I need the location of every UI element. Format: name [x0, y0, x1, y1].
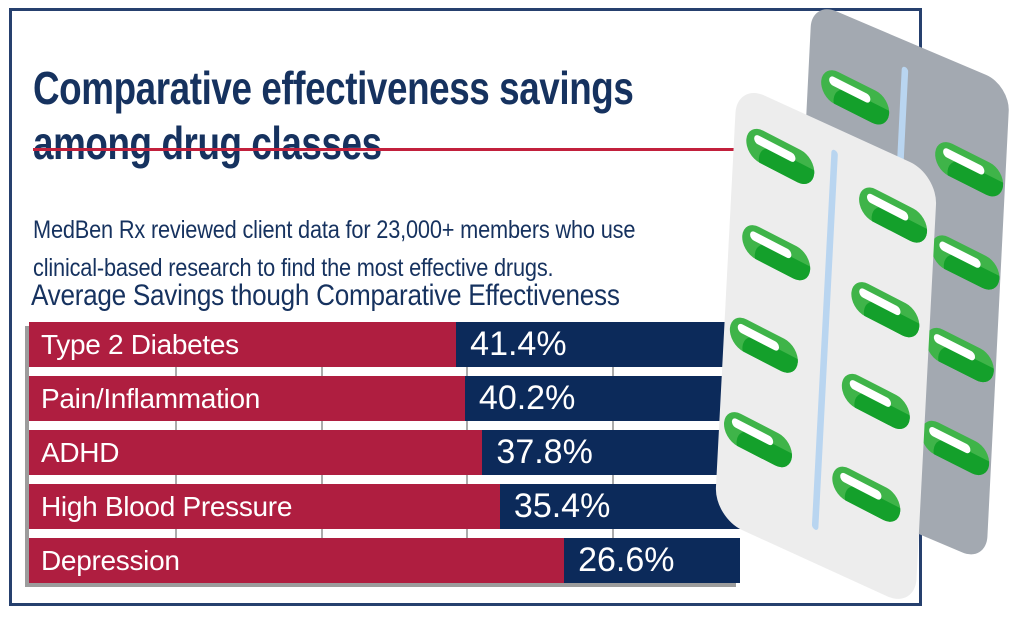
bar-category-label: Type 2 Diabetes: [41, 328, 239, 360]
gridline-tick: [320, 421, 323, 430]
bar-gap: [29, 475, 740, 484]
bar-row: Type 2 Diabetes 41.4%: [29, 322, 740, 367]
gridline-tick: [466, 475, 469, 484]
bar-red-segment: High Blood Pressure: [29, 484, 500, 529]
pill-icon: [840, 367, 912, 435]
bar-category-label: High Blood Pressure: [41, 490, 293, 522]
pill-icon: [819, 64, 891, 131]
gridline-tick: [466, 421, 469, 430]
bar-category-label: Pain/Inflammation: [41, 382, 261, 414]
bar-row: ADHD 37.8%: [29, 430, 740, 475]
gridline-tick: [174, 421, 177, 430]
gridline-tick: [320, 529, 323, 538]
bar-red-segment: Depression: [29, 538, 565, 583]
gridline-tick: [320, 475, 323, 484]
pill-icon: [722, 406, 794, 474]
bar-row: Pain/Inflammation 40.2%: [29, 376, 740, 421]
bar-row: High Blood Pressure 35.4%: [29, 484, 740, 529]
bar-category-label: Depression: [41, 544, 180, 576]
bar-red-segment: ADHD: [29, 430, 483, 475]
bar-category-label: ADHD: [41, 436, 120, 468]
gridline-tick: [612, 367, 615, 376]
pill-icon: [744, 122, 816, 190]
pill-icon: [924, 322, 996, 389]
title-underline: [33, 148, 740, 151]
bar-gap: [29, 367, 740, 376]
gridline-tick: [466, 529, 469, 538]
gridline-tick: [174, 529, 177, 538]
intro-text: MedBen Rx reviewed client data for 23,00…: [33, 211, 729, 287]
blister-pack-front: [714, 83, 938, 609]
bar-row: Depression 26.6%: [29, 538, 740, 583]
gridline-tick: [466, 367, 469, 376]
bar-value-label: 37.8%: [496, 433, 593, 471]
pill-icon: [740, 219, 812, 287]
bar-value-label: 41.4%: [470, 325, 567, 363]
pill-icon: [933, 136, 1005, 203]
gridline-tick: [320, 367, 323, 376]
gridline-tick: [612, 475, 615, 484]
page-title: Comparative effectiveness savings among …: [33, 61, 721, 171]
bar-gap: [29, 529, 740, 538]
bar-red-segment: Type 2 Diabetes: [29, 322, 457, 367]
pill-icon: [857, 181, 929, 249]
bar-red-segment: Pain/Inflammation: [29, 376, 465, 421]
gridline-tick: [174, 367, 177, 376]
gridline-tick: [174, 475, 177, 484]
bar-value-label: 26.6%: [578, 541, 675, 579]
page-title-line-2: among drug classes: [33, 116, 382, 169]
pill-icon: [728, 311, 800, 379]
gridline-tick: [612, 421, 615, 430]
bar-value-label: 35.4%: [513, 487, 611, 525]
bar-chart: Type 2 Diabetes 41.4% Pain/Inflammation 40.…: [29, 322, 740, 583]
pill-icon: [919, 414, 991, 481]
pill-icon: [830, 460, 902, 528]
bar-value-label: 40.2%: [478, 379, 576, 417]
pill-icon: [929, 229, 1002, 296]
bar-gap: [29, 421, 740, 430]
intro-line-1: MedBen Rx reviewed client data for 23,00…: [33, 216, 636, 244]
gridline-tick: [612, 529, 615, 538]
intro-line-2: clinical-based research to find the most…: [33, 254, 554, 282]
pill-icon: [849, 276, 921, 344]
page-title-line-1: Comparative effectiveness savings: [33, 61, 634, 114]
chart-title: Average Savings though Comparative Effec…: [31, 279, 620, 312]
